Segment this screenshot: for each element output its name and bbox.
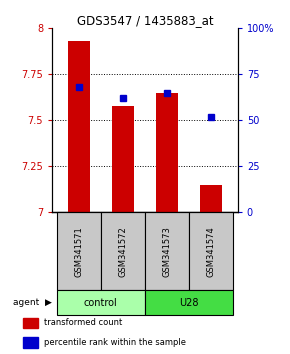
Bar <box>23 337 38 348</box>
Text: U28: U28 <box>180 298 199 308</box>
Bar <box>145 290 233 315</box>
Bar <box>200 185 222 212</box>
Text: GSM341573: GSM341573 <box>163 226 172 277</box>
Bar <box>112 105 134 212</box>
Bar <box>189 212 233 290</box>
Text: agent  ▶: agent ▶ <box>13 298 52 307</box>
Text: GSM341571: GSM341571 <box>74 226 83 277</box>
Bar <box>57 290 145 315</box>
Text: GSM341572: GSM341572 <box>118 226 127 277</box>
Text: control: control <box>84 298 118 308</box>
Bar <box>68 41 90 212</box>
Bar <box>145 212 189 290</box>
Text: transformed count: transformed count <box>44 318 122 327</box>
Bar <box>57 212 101 290</box>
Text: percentile rank within the sample: percentile rank within the sample <box>44 338 186 347</box>
Bar <box>156 93 178 212</box>
Bar <box>23 318 38 328</box>
Text: GSM341574: GSM341574 <box>207 226 216 277</box>
Bar <box>101 212 145 290</box>
Title: GDS3547 / 1435883_at: GDS3547 / 1435883_at <box>77 14 213 27</box>
